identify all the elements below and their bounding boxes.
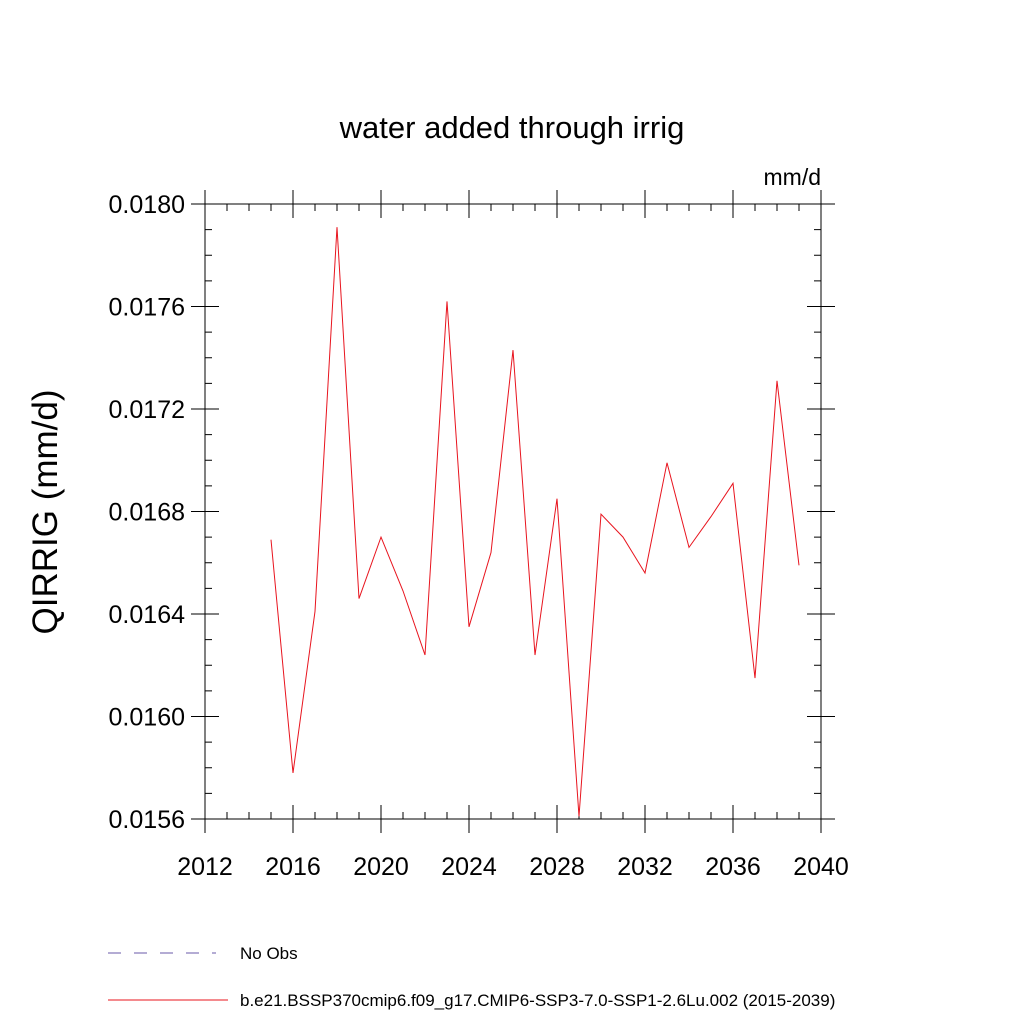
x-tick-label: 2012 (177, 853, 233, 881)
x-tick-label: 2036 (705, 853, 761, 881)
y-axis: 0.0156 0.0160 0.0164 0.0168 0.0172 0.0176 0.01… (109, 191, 835, 834)
legend-label-no-obs: No Obs (240, 944, 298, 963)
units-label: mm/d (764, 164, 822, 190)
legend: No Obs b.e21.BSSP370cmip6.f09_g17.CMIP6-… (108, 944, 835, 1010)
series-line (270, 227, 800, 817)
x-tick-label: 2016 (265, 853, 321, 881)
y-tick-label: 0.0180 (109, 191, 185, 219)
y-tick-label: 0.0172 (109, 396, 185, 424)
x-axis: 2012 2016 2020 2024 2028 2032 2036 2040 (177, 190, 849, 881)
x-tick-label: 2028 (529, 853, 585, 881)
y-tick-label: 0.0176 (109, 294, 185, 322)
y-tick-label: 0.0160 (109, 704, 185, 732)
x-tick-label: 2024 (441, 853, 497, 881)
legend-label-model-run: b.e21.BSSP370cmip6.f09_g17.CMIP6-SSP3-7.… (240, 991, 835, 1010)
y-axis-label: QIRRIG (mm/d) (26, 390, 65, 635)
x-tick-label: 2020 (353, 853, 409, 881)
series-layer (270, 227, 800, 817)
chart-title: water added through irrig (339, 110, 685, 145)
y-tick-label: 0.0164 (109, 601, 186, 629)
plot-frame (204, 203, 822, 820)
y-tick-label: 0.0168 (109, 499, 185, 527)
x-tick-label: 2040 (793, 853, 849, 881)
y-tick-label: 0.0156 (109, 806, 185, 834)
x-tick-label: 2032 (617, 853, 673, 881)
